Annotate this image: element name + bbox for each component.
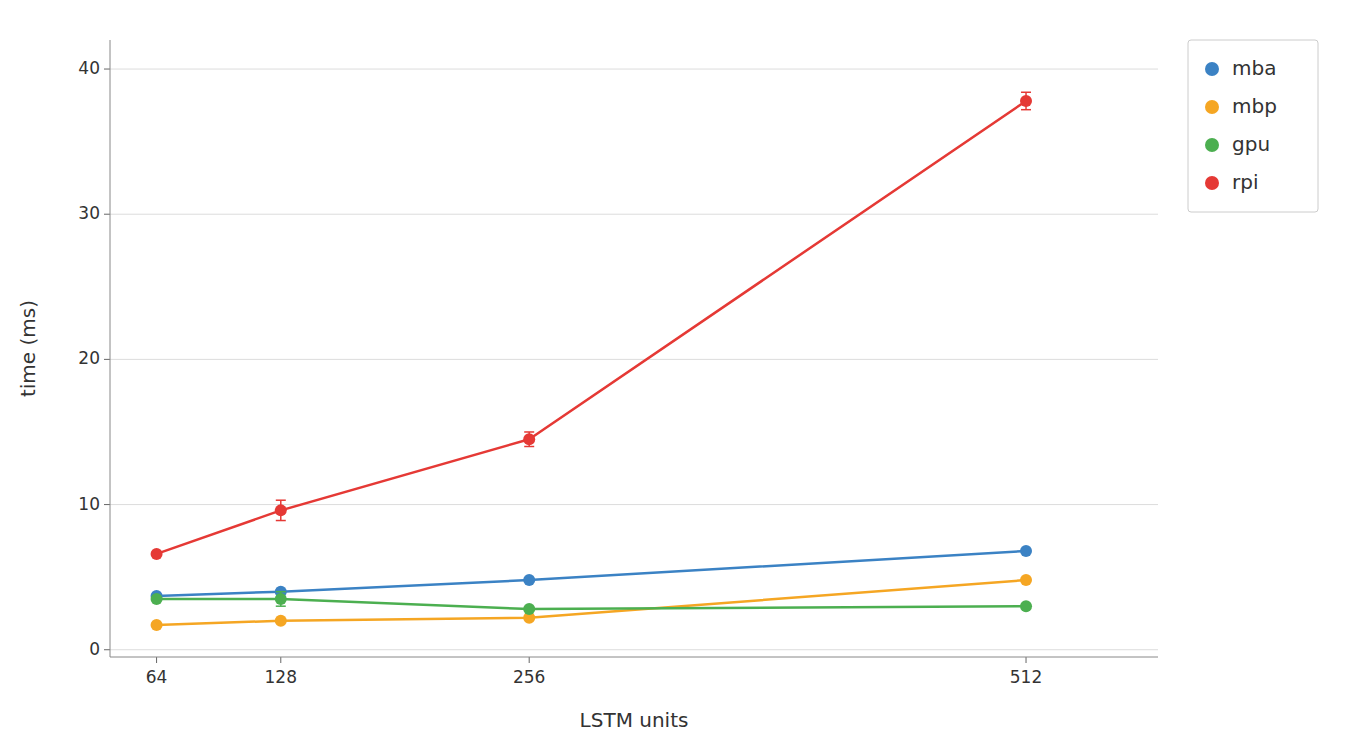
y-axis-line [110,40,111,657]
y-tick [104,69,110,70]
series [151,92,1032,560]
y-tick-label: 10 [78,494,100,514]
series-line [157,599,1026,609]
error-bar [1021,92,1031,109]
error-cap [276,499,286,501]
error-bar [524,432,534,447]
x-tick-label: 64 [146,667,168,687]
x-tick-label: 512 [1010,667,1042,687]
point [151,548,163,560]
error-cap [276,605,286,607]
error-bar [276,592,286,607]
x-axis-line [110,657,1158,658]
point [275,615,287,627]
plot-area [151,92,1032,631]
point [275,593,287,605]
grid-line [110,214,1158,215]
legend-frame [1188,40,1318,212]
point [275,504,287,516]
legend-label: gpu [1232,132,1270,156]
series [151,592,1032,615]
grid-line [110,649,1158,650]
error-cap [276,520,286,522]
series-line [157,580,1026,625]
error-cap [1021,109,1031,111]
point [523,433,535,445]
y-tick-label: 30 [78,203,100,223]
series [151,574,1032,631]
legend-swatch [1205,100,1219,114]
y-tick-label: 0 [89,639,100,659]
legend-label: rpi [1232,170,1258,194]
chart-container: 0 10 20 30 40 64 128 256 512 LSTM units time (ms) m… [0,0,1368,752]
y-tick [104,214,110,215]
y-tick [104,649,110,650]
y-tick-label: 20 [78,348,100,368]
point [1020,95,1032,107]
legend-swatch [1205,176,1219,190]
point [1020,600,1032,612]
x-tick [156,657,157,663]
x-tick-label: 256 [513,667,545,687]
error-cap [1021,92,1031,94]
grid-line [110,504,1158,505]
grid-line [110,359,1158,360]
error-cap [524,446,534,448]
point [523,603,535,615]
legend-label: mbp [1232,94,1277,118]
legend-swatch [1205,138,1219,152]
y-tick [104,504,110,505]
point [151,619,163,631]
error-cap [524,431,534,433]
legend-swatch [1205,62,1219,76]
point [1020,545,1032,557]
x-tick [280,657,281,663]
y-tick [104,359,110,360]
series-line [157,101,1026,554]
y-axis-label: time (ms) [16,300,40,397]
point [523,574,535,586]
legend: mba mbp gpu rpi [1188,40,1318,212]
error-cap [276,591,286,593]
x-tick [529,657,530,663]
grid-line [110,69,1158,70]
error-bar [276,500,286,520]
point [151,593,163,605]
x-tick [1026,657,1027,663]
point [1020,574,1032,586]
legend-label: mba [1232,56,1276,80]
chart: 0 10 20 30 40 64 128 256 512 LSTM units time (ms) m… [0,0,1368,752]
x-tick-label: 128 [265,667,297,687]
x-axis-label: LSTM units [580,708,689,732]
y-tick-label: 40 [78,58,100,78]
